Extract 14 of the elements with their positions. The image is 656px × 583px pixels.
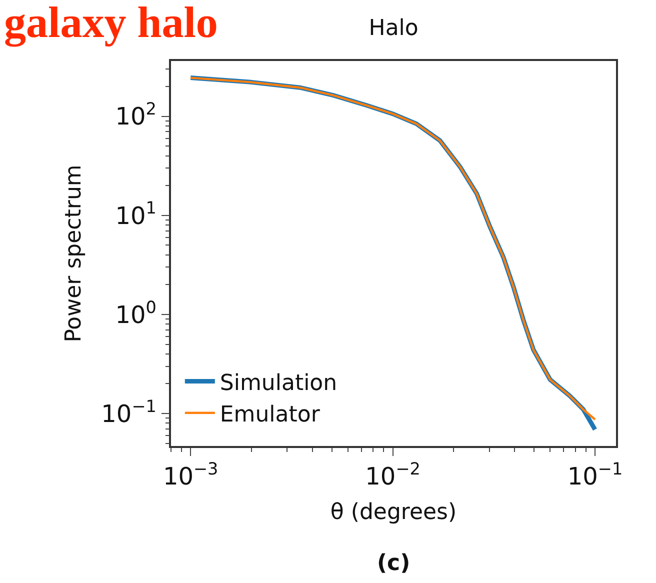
chart-title: Halo bbox=[368, 16, 418, 41]
legend-label: Simulation bbox=[220, 370, 338, 396]
x-tick-label: 10$^{−3}$ bbox=[162, 458, 218, 491]
y-tick-label: 10$^{−1}$ bbox=[101, 396, 156, 428]
x-tick-label: 10$^{−2}$ bbox=[365, 458, 420, 491]
text: galaxy halo bbox=[4, 0, 218, 47]
y-axis-title: Power spectrum bbox=[61, 164, 86, 342]
legend-label: Emulator bbox=[220, 402, 321, 428]
text: (c) bbox=[377, 551, 410, 576]
x-tick-label: 10$^{−1}$ bbox=[567, 458, 623, 491]
y-tick-label: 10$^{1}$ bbox=[115, 198, 156, 230]
x-axis-title: θ (degrees) bbox=[330, 500, 457, 525]
y-tick-label: 10$^{2}$ bbox=[115, 98, 156, 131]
y-tick-label: 10$^{0}$ bbox=[115, 296, 156, 329]
